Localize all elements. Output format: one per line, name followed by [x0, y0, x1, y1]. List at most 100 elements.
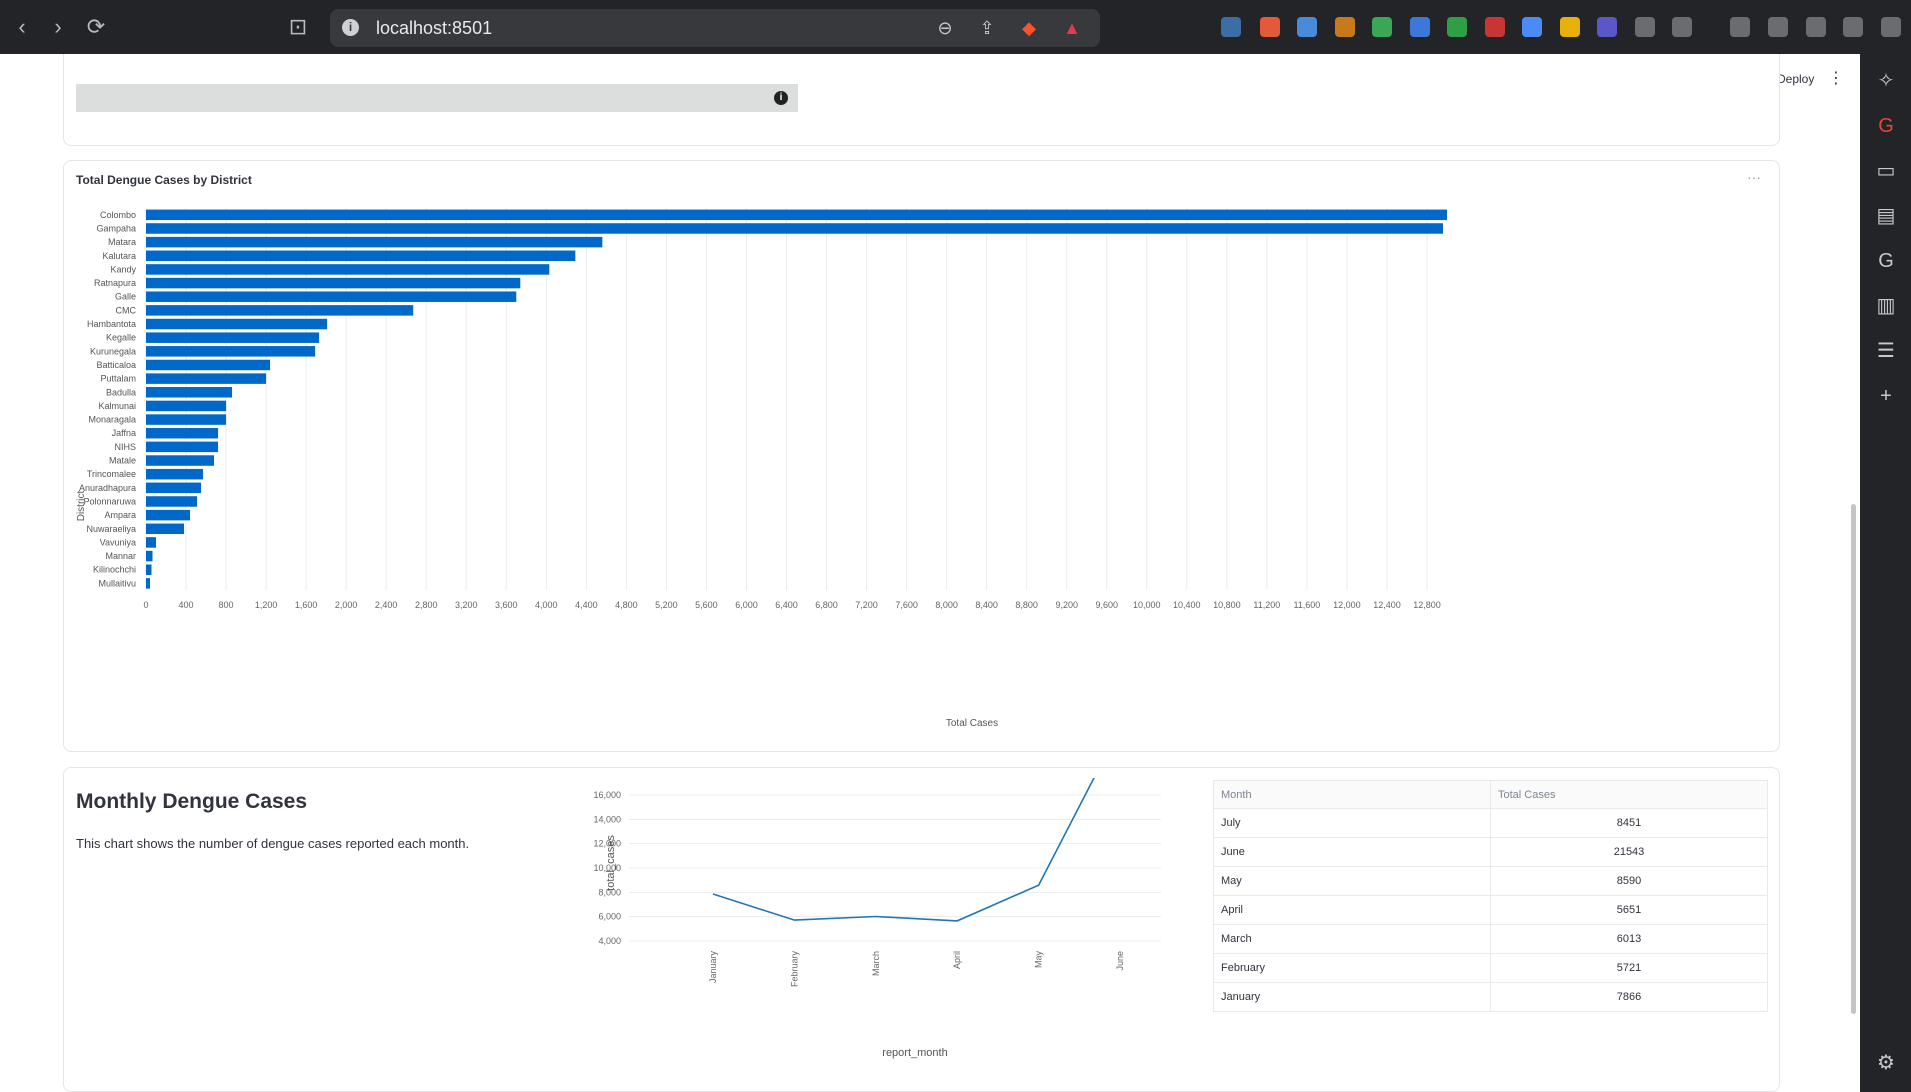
month-cell[interactable]: February — [1213, 953, 1491, 983]
google-icon[interactable]: G — [1878, 250, 1894, 272]
leo-ai-icon[interactable] — [1806, 17, 1826, 37]
puzzle-icon[interactable] — [1635, 17, 1655, 37]
month-cell[interactable]: January — [1213, 982, 1491, 1012]
react-devtools-icon[interactable] — [1221, 17, 1241, 37]
total-cases-cell[interactable]: 5721 — [1490, 953, 1768, 983]
monthly-table[interactable]: Month Total Cases July 8451 June 21543 May 85… — [1213, 780, 1768, 1012]
district-bar[interactable] — [146, 223, 1443, 234]
translate-icon[interactable] — [1297, 17, 1317, 37]
more-horizontal-icon[interactable]: ··· — [1747, 169, 1761, 185]
docs-icon[interactable] — [1522, 17, 1542, 37]
google-icon[interactable]: G — [1878, 115, 1894, 137]
extension-icon[interactable] — [1410, 17, 1430, 37]
brave-shield-icon[interactable]: ◆ — [1022, 18, 1036, 38]
book-icon[interactable] — [1485, 17, 1505, 37]
month-cell[interactable]: July — [1213, 808, 1491, 838]
district-bar[interactable] — [146, 441, 219, 453]
total-cases-cell[interactable]: 8451 — [1490, 808, 1768, 838]
sidebar-toggle-icon[interactable] — [1730, 17, 1750, 37]
month-cell[interactable]: April — [1213, 895, 1491, 925]
column-header-month[interactable]: Month — [1213, 780, 1491, 809]
zoom-icon[interactable]: ⊖ — [937, 18, 953, 38]
page-scrollbar[interactable] — [1851, 504, 1856, 1014]
district-bar[interactable] — [146, 250, 576, 262]
district-bar[interactable] — [146, 496, 198, 507]
district-bar[interactable] — [146, 578, 151, 589]
column-header-total-cases[interactable]: Total Cases — [1490, 780, 1768, 809]
code-icon[interactable] — [1597, 17, 1617, 37]
district-bar[interactable] — [146, 236, 603, 248]
district-bar[interactable] — [146, 468, 204, 480]
total-cases-cell[interactable]: 5651 — [1490, 895, 1768, 925]
district-bar[interactable] — [146, 291, 517, 302]
brave-rewards-icon[interactable]: ▲ — [1063, 18, 1081, 38]
site-info-icon[interactable]: i — [342, 19, 359, 36]
district-bar[interactable] — [146, 523, 185, 535]
month-cell[interactable]: May — [1213, 866, 1491, 896]
total-cases-cell[interactable]: 6013 — [1490, 924, 1768, 954]
wallet-icon[interactable] — [1768, 17, 1788, 37]
total-cases-cell[interactable]: 7866 — [1490, 982, 1768, 1012]
district-bar[interactable] — [146, 427, 219, 439]
extension-icon[interactable] — [1447, 17, 1467, 37]
reload-icon[interactable]: ⟳ — [86, 14, 106, 39]
folder-icon[interactable] — [1560, 17, 1580, 37]
printer-icon[interactable] — [1372, 17, 1392, 37]
district-chart-panel: Total Dengue Cases by District ··· Colom… — [63, 160, 1780, 752]
category-label: Kalmunai — [98, 401, 136, 411]
address-bar[interactable]: i localhost:8501 ⊖ ⇪ ◆ ▲ — [330, 9, 1100, 47]
district-bar[interactable] — [146, 387, 233, 398]
table-row[interactable]: June 21543 — [1213, 837, 1768, 867]
share-icon[interactable]: ⇪ — [979, 18, 995, 38]
plus-icon[interactable]: + — [1880, 385, 1892, 407]
bookmark-icon[interactable]: ⊡ — [288, 14, 308, 39]
table-row[interactable]: February 5721 — [1213, 953, 1768, 983]
sparkle-icon[interactable]: ✧ — [1877, 70, 1895, 92]
extension-icon[interactable] — [1260, 17, 1280, 37]
bookmarks-icon[interactable]: ▥ — [1876, 295, 1896, 317]
category-label: Mannar — [105, 551, 136, 561]
total-cases-cell[interactable]: 8590 — [1490, 866, 1768, 896]
deploy-button[interactable]: Deploy — [1777, 72, 1815, 86]
district-bar[interactable] — [146, 564, 152, 575]
district-bar[interactable] — [146, 455, 215, 466]
reading-list-icon[interactable]: ☰ — [1877, 340, 1895, 362]
district-bar[interactable] — [146, 414, 227, 425]
video-icon[interactable]: ▭ — [1876, 160, 1896, 182]
district-bar[interactable] — [146, 400, 227, 412]
table-row[interactable]: May 8590 — [1213, 866, 1768, 896]
district-bar[interactable] — [146, 359, 271, 371]
table-row[interactable]: January 7866 — [1213, 982, 1768, 1012]
vpn-icon[interactable] — [1843, 17, 1863, 37]
district-bar[interactable] — [146, 332, 320, 343]
screenshot-icon[interactable] — [1672, 17, 1692, 37]
month-cell[interactable]: March — [1213, 924, 1491, 954]
district-bar[interactable] — [146, 373, 267, 384]
total-cases-cell[interactable]: 21543 — [1490, 837, 1768, 867]
chevron-left-icon[interactable]: ‹ — [18, 14, 26, 39]
hamburger-menu-icon[interactable] — [1881, 17, 1901, 37]
wallet-icon[interactable]: ▤ — [1876, 205, 1896, 227]
gear-icon[interactable]: ⚙ — [1877, 1052, 1895, 1074]
table-row[interactable]: March 6013 — [1213, 924, 1768, 954]
table-row[interactable]: July 8451 — [1213, 808, 1768, 838]
category-label: Polonnaruwa — [83, 496, 136, 506]
district-bar[interactable] — [146, 537, 157, 548]
info-icon[interactable]: i — [774, 91, 788, 105]
month-cell[interactable]: June — [1213, 837, 1491, 867]
bug-icon[interactable] — [1335, 17, 1355, 37]
district-bar[interactable] — [146, 318, 328, 330]
url-text[interactable]: localhost:8501 — [376, 18, 493, 38]
x-tick-label: 6,000 — [735, 600, 758, 610]
district-bar[interactable] — [146, 482, 202, 494]
district-bar[interactable] — [146, 509, 191, 521]
district-bar[interactable] — [146, 277, 521, 289]
district-bar[interactable] — [146, 346, 316, 357]
district-bar[interactable] — [146, 264, 550, 275]
district-bar[interactable] — [146, 209, 1447, 221]
chevron-right-icon[interactable]: › — [54, 14, 62, 39]
table-row[interactable]: April 5651 — [1213, 895, 1768, 925]
more-vertical-icon[interactable]: ⋮ — [1828, 70, 1844, 87]
district-bar[interactable] — [146, 305, 414, 316]
district-bar[interactable] — [146, 550, 153, 562]
